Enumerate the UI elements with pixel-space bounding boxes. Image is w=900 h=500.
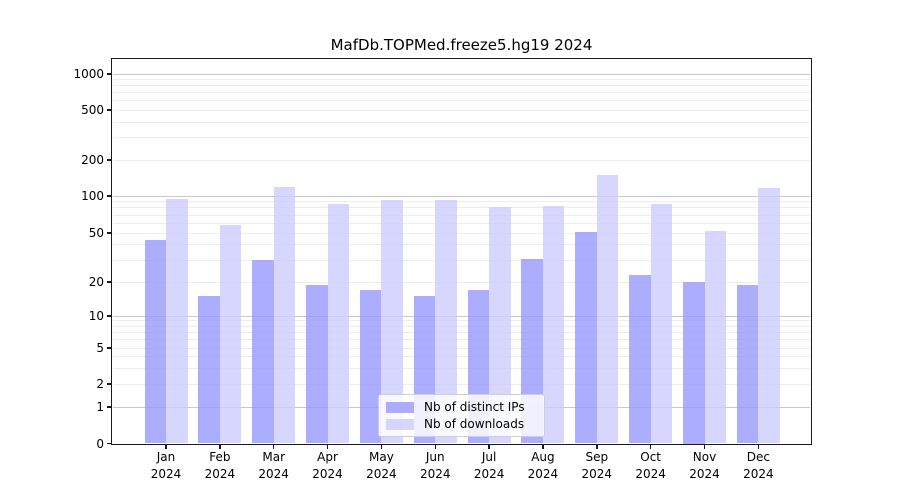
legend-label-distinct-ips: Nb of distinct IPs: [424, 399, 525, 414]
x-tick-label: Mar 2024: [258, 450, 289, 481]
chart-title: MafDb.TOPMed.freeze5.hg19 2024: [330, 36, 593, 54]
legend: Nb of distinct IPs Nb of downloads: [378, 394, 545, 437]
x-tick-label: Jul 2024: [473, 450, 505, 481]
y-tick-label: 1000: [73, 67, 104, 81]
legend-swatch-downloads: [386, 418, 414, 430]
legend-row-distinct-ips: Nb of distinct IPs: [386, 400, 536, 414]
y-tick-label: 100: [81, 189, 104, 203]
x-tick-label: Jun 2024: [419, 450, 451, 481]
x-tick-label: Feb 2024: [204, 450, 236, 481]
x-tick-label: Sep 2024: [581, 450, 613, 481]
x-tick-label: Apr 2024: [312, 450, 343, 481]
x-tick-label: Dec 2024: [743, 450, 774, 481]
y-tick-label: 500: [81, 103, 104, 117]
x-tick-mark: [326, 444, 329, 449]
y-tick-label: 1: [96, 400, 104, 414]
x-tick-mark: [703, 444, 706, 449]
y-tick-label: 200: [81, 153, 104, 167]
x-tick-mark: [596, 444, 598, 449]
legend-row-downloads: Nb of downloads: [386, 417, 536, 431]
x-tick-label: Oct 2024: [635, 450, 666, 481]
x-tick-mark: [165, 444, 167, 449]
legend-swatch-distinct-ips: [386, 401, 414, 413]
plot-border: [111, 58, 812, 445]
y-tick-label: 0: [96, 436, 104, 451]
x-tick-mark: [219, 444, 221, 449]
y-tick-label: 50: [88, 226, 104, 240]
x-tick-label: Aug 2024: [527, 450, 559, 481]
y-tick-label: 10: [88, 309, 104, 323]
x-tick-label: May 2024: [366, 450, 397, 481]
x-tick-mark: [434, 444, 436, 449]
x-tick-mark: [488, 444, 490, 449]
x-tick-label: Nov 2024: [689, 450, 720, 481]
y-tick-label: 5: [96, 341, 104, 355]
x-tick-label: Jan 2024: [150, 450, 182, 481]
y-tick-label: 2: [96, 377, 104, 391]
x-tick-mark: [542, 444, 544, 449]
y-tick-label: 20: [88, 275, 104, 289]
x-tick-mark: [272, 444, 275, 449]
legend-label-downloads: Nb of downloads: [424, 416, 525, 431]
x-tick-mark: [380, 444, 383, 449]
x-tick-mark: [649, 444, 652, 449]
x-tick-mark: [757, 444, 760, 449]
